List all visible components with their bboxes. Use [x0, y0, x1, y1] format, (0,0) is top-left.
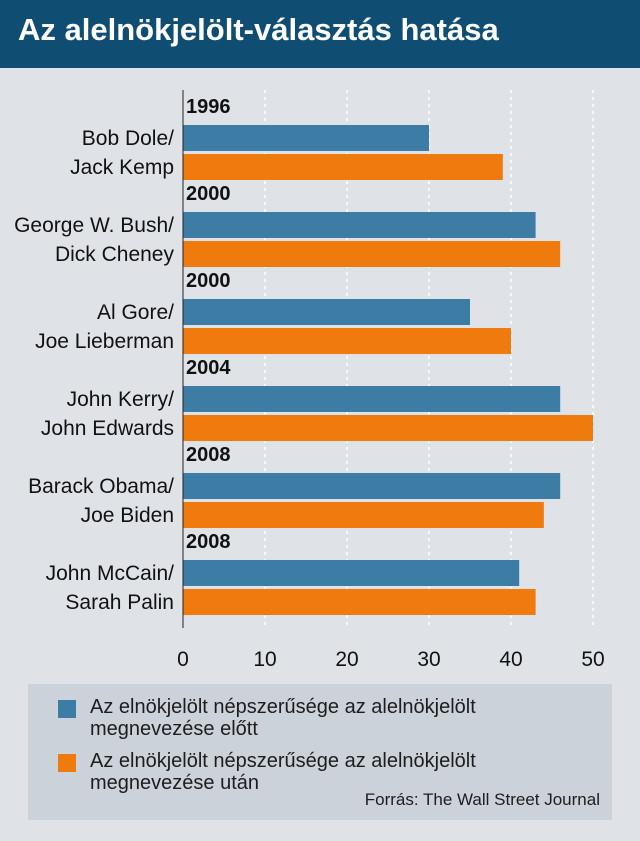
group-year-3: 2004 [186, 357, 231, 379]
group-label-line2-4: Joe Biden [81, 504, 174, 527]
x-tick-label-10: 10 [253, 648, 276, 671]
group-label-line1-2: Al Gore/ [97, 301, 174, 324]
group-year-1: 2000 [186, 183, 231, 205]
group-label-line1-1: George W. Bush/ [14, 214, 174, 237]
bar-after-5 [183, 589, 536, 615]
bar-after-1 [183, 241, 561, 267]
legend-label-after-line2: megnevezése után [90, 772, 260, 794]
x-tick-label-40: 40 [499, 648, 522, 671]
group-label-line2-2: Joe Lieberman [35, 330, 174, 353]
x-tick-label-20: 20 [335, 648, 358, 671]
legend-label-before-line2: megnevezése előtt [90, 718, 258, 740]
chart-header: Az alelnökjelölt-választás hatása [0, 0, 640, 68]
bar-chart: 1996 Bob Dole/Jack Kemp 2000 George W. Bush… [14, 90, 605, 671]
bar-before-1 [183, 212, 536, 238]
bar-before-2 [183, 299, 470, 325]
bar-after-0 [183, 154, 503, 180]
chart-title: Az alelnökjelölt-választás hatása [18, 12, 499, 47]
group-label-line1-0: Bob Dole/ [82, 127, 174, 150]
legend: Az elnökjelölt népszerűsége az alelnökje… [28, 684, 612, 820]
group-label-line1-3: John Kerry/ [67, 388, 175, 411]
source-note: Forrás: The Wall Street Journal [364, 790, 600, 809]
group-label-line2-1: Dick Cheney [55, 243, 175, 266]
group-label-line2-5: Sarah Palin [65, 591, 174, 614]
x-tick-label-30: 30 [417, 648, 440, 671]
group-label-line2-0: Jack Kemp [70, 156, 174, 179]
x-tick-label-0: 0 [177, 648, 189, 671]
bar-before-0 [183, 125, 429, 151]
bar-before-4 [183, 473, 561, 499]
legend-swatch-before [58, 700, 76, 718]
group-year-2: 2000 [186, 270, 231, 292]
legend-label-before-line1: Az elnökjelölt népszerűsége az alelnökje… [90, 696, 476, 718]
group-year-4: 2008 [186, 444, 231, 466]
group-year-0: 1996 [186, 96, 231, 118]
bar-before-3 [183, 386, 561, 412]
bar-after-2 [183, 328, 511, 354]
group-label-line2-3: John Edwards [41, 417, 174, 440]
group-label-line1-4: Barack Obama/ [28, 475, 174, 498]
bar-before-5 [183, 560, 520, 586]
bar-after-4 [183, 502, 544, 528]
legend-label-after-line1: Az elnökjelölt népszerűsége az alelnökje… [90, 750, 476, 772]
legend-swatch-after [58, 754, 76, 772]
x-tick-label-50: 50 [581, 648, 604, 671]
group-year-5: 2008 [186, 531, 231, 553]
group-label-line1-5: John McCain/ [46, 562, 175, 585]
bar-after-3 [183, 415, 593, 441]
